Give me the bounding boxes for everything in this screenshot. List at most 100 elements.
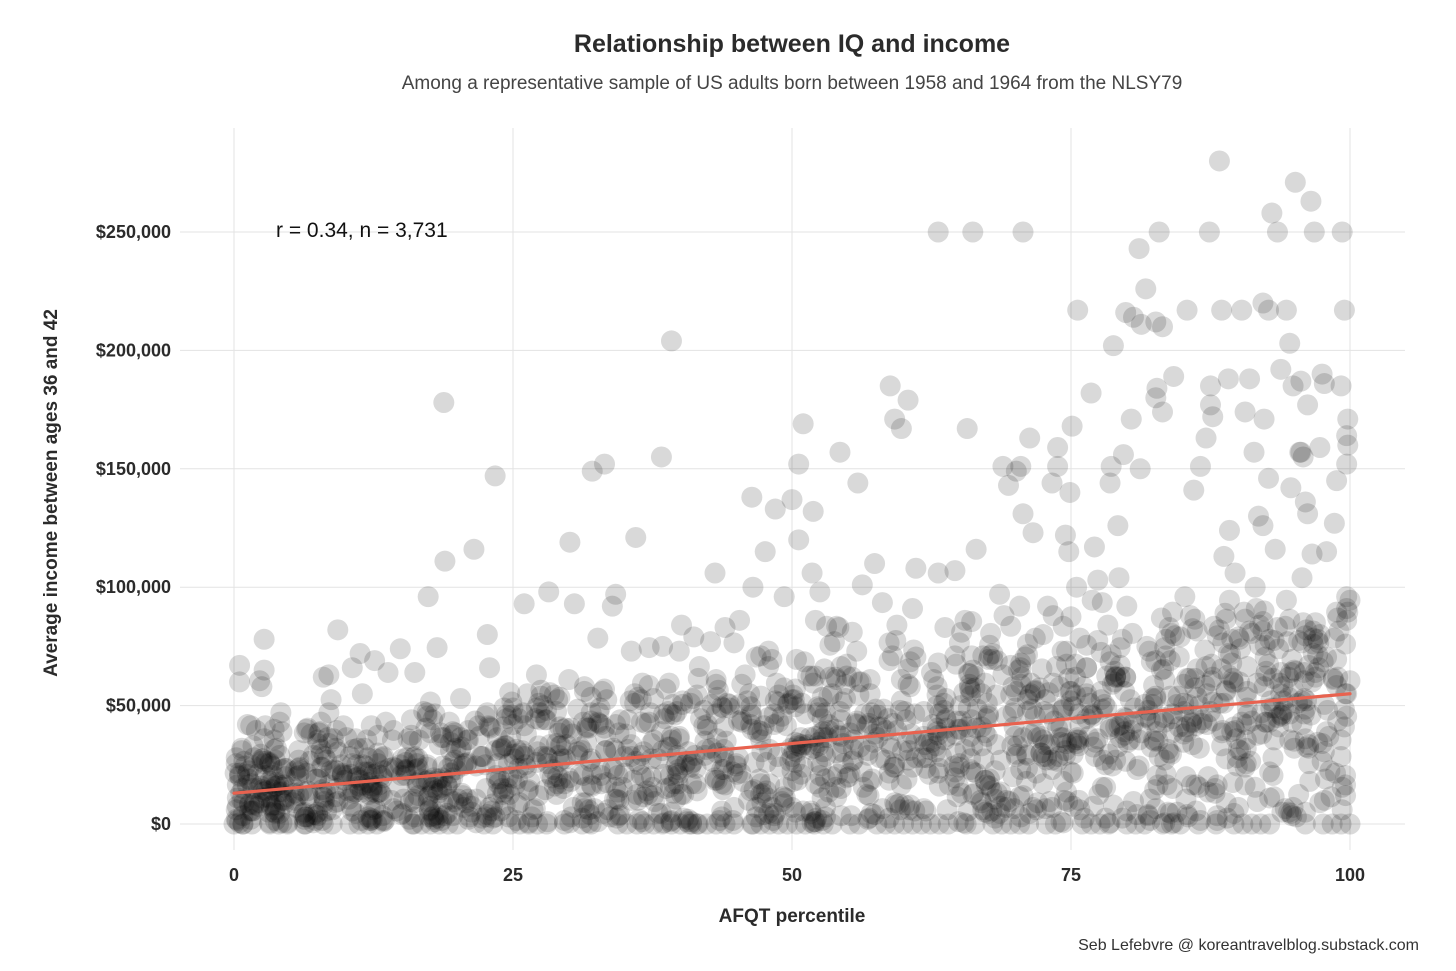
data-point [1295, 619, 1317, 641]
data-point [1115, 750, 1137, 772]
data-point [1031, 658, 1053, 680]
data-point [1269, 672, 1291, 694]
data-point [1039, 791, 1061, 813]
data-point [846, 714, 868, 736]
data-point [1068, 735, 1090, 757]
data-point [1173, 723, 1195, 745]
data-point [465, 788, 487, 810]
data-point [1181, 774, 1203, 796]
data-point [294, 806, 316, 828]
data-point [1016, 744, 1038, 766]
data-point [1116, 813, 1138, 835]
data-point [904, 800, 926, 822]
data-point [1159, 802, 1181, 824]
data-point [857, 740, 879, 762]
data-point [990, 781, 1012, 803]
data-point [1099, 472, 1121, 494]
data-point [1025, 799, 1047, 821]
data-point [1278, 686, 1300, 708]
data-point [998, 474, 1020, 496]
data-point [827, 763, 849, 785]
data-point [1298, 753, 1320, 775]
data-point [445, 737, 467, 759]
data-point [905, 557, 927, 579]
data-point [1000, 615, 1022, 637]
data-point [847, 472, 869, 494]
data-point [626, 783, 648, 805]
data-point [686, 813, 708, 835]
data-point [1062, 743, 1084, 765]
data-point [356, 729, 378, 751]
data-point [809, 581, 831, 603]
data-point [974, 769, 996, 791]
data-point [856, 783, 878, 805]
data-point [312, 666, 334, 688]
data-point [823, 631, 845, 653]
data-point [617, 738, 639, 760]
data-point [1073, 807, 1095, 829]
data-point [583, 798, 605, 820]
data-point [1016, 701, 1038, 723]
data-point [830, 709, 852, 731]
data-point [498, 766, 520, 788]
data-point [659, 776, 681, 798]
data-point [1095, 754, 1117, 776]
data-point [1034, 689, 1056, 711]
data-point [781, 746, 803, 768]
data-point [318, 664, 340, 686]
data-point [859, 669, 881, 691]
data-point [284, 760, 306, 782]
data-point [785, 813, 807, 835]
data-point [927, 221, 949, 243]
data-point [743, 779, 765, 801]
data-point [1145, 311, 1167, 333]
data-point [667, 759, 689, 781]
data-point [413, 701, 435, 723]
data-point [1136, 635, 1158, 657]
data-point [1327, 666, 1349, 688]
data-point [505, 809, 527, 831]
data-point [663, 773, 685, 795]
data-point [928, 775, 950, 797]
data-point [1003, 798, 1025, 820]
data-point [493, 781, 515, 803]
data-point [960, 685, 982, 707]
data-point [962, 659, 984, 681]
data-point [560, 770, 582, 792]
data-point [1052, 770, 1074, 792]
data-point [852, 776, 874, 798]
data-point [482, 793, 504, 815]
data-point [885, 794, 907, 816]
data-point [508, 708, 530, 730]
data-point [232, 813, 254, 835]
data-point [442, 724, 464, 746]
data-point [1111, 628, 1133, 650]
data-point [243, 793, 265, 815]
data-point [406, 753, 428, 775]
data-point [1079, 692, 1101, 714]
data-point [423, 767, 445, 789]
data-point [363, 799, 384, 821]
data-point [1105, 749, 1127, 771]
data-point [845, 712, 867, 734]
data-point [471, 746, 493, 768]
data-point [394, 759, 416, 781]
data-point [809, 697, 831, 719]
data-point [790, 763, 812, 785]
data-point [1093, 693, 1115, 715]
data-point [269, 711, 291, 733]
data-point [946, 710, 968, 732]
data-point [1330, 729, 1352, 751]
data-point [232, 813, 254, 835]
data-point [271, 721, 293, 743]
data-point [714, 616, 736, 638]
data-point [1205, 813, 1227, 835]
data-point [1194, 674, 1216, 696]
data-point [1005, 743, 1027, 765]
data-point [229, 654, 251, 676]
data-point [410, 813, 432, 835]
data-point [1176, 299, 1198, 321]
data-point [732, 770, 754, 792]
data-point [580, 686, 602, 708]
data-point [931, 746, 953, 768]
